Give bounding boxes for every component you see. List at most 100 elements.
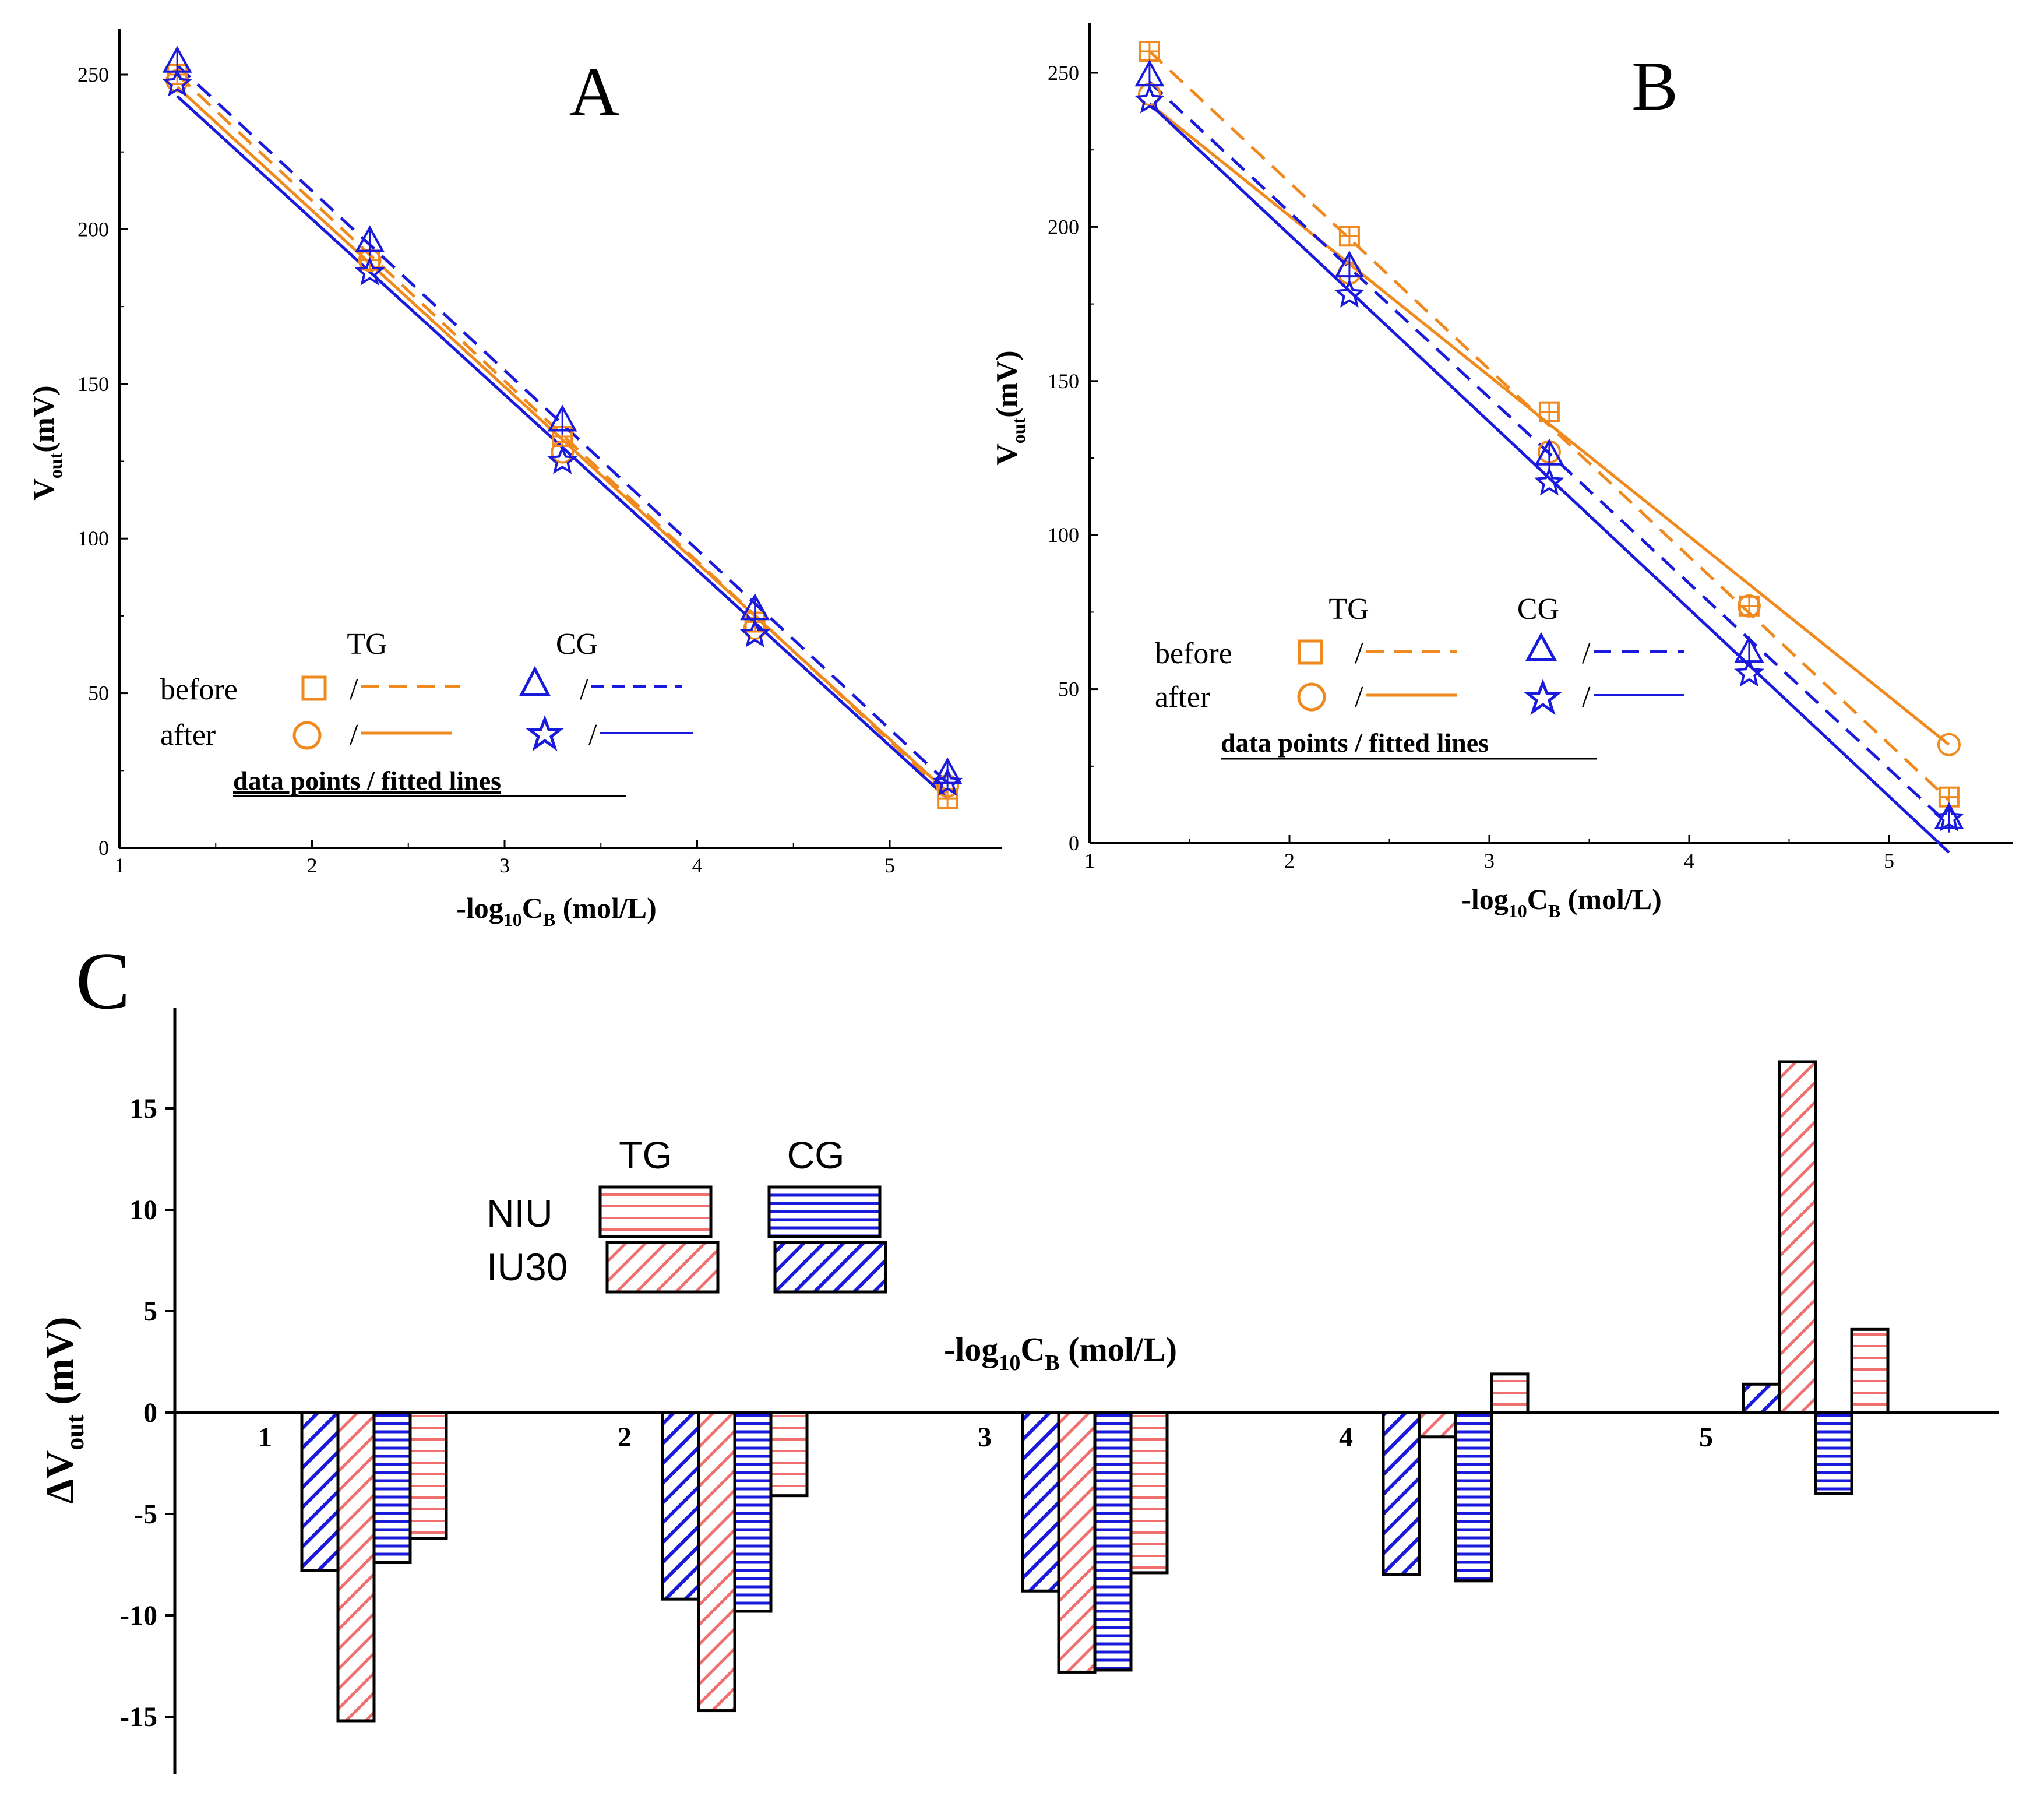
y-tick-label: 10 — [129, 1195, 157, 1225]
legend-cg-niu-swatch — [767, 1185, 882, 1238]
y-tick-label: 100 — [77, 527, 109, 550]
bar — [1490, 1372, 1530, 1414]
x-tick-label: 2 — [1284, 849, 1295, 872]
legend-sep: / — [1582, 681, 1591, 714]
bar — [1418, 1411, 1457, 1439]
panel-a-y-label: Vout(mV) — [27, 385, 66, 501]
data-point-star — [1534, 467, 1564, 496]
x-tick-label: 4 — [1339, 1422, 1353, 1453]
bar — [1129, 1411, 1169, 1575]
fit-line — [1148, 103, 1950, 854]
legend-caption: data points / fitted lines — [1221, 728, 1489, 758]
legend-row-before: before — [160, 673, 238, 706]
legend-sep: / — [580, 673, 588, 706]
legend-tg-niu-swatch — [598, 1185, 713, 1238]
y-tick-label: 50 — [88, 682, 109, 705]
legend-square-marker — [301, 675, 327, 701]
legend-row-after: after — [160, 719, 216, 752]
y-tick-label: 50 — [1058, 678, 1079, 701]
panel-c-title: C — [76, 936, 130, 1026]
y-tick-label: 200 — [77, 217, 109, 241]
legend-sep: / — [1582, 637, 1591, 670]
legend-star-marker — [1523, 679, 1563, 716]
legend-cg-iu30-swatch — [773, 1241, 887, 1294]
legend-square-marker — [1298, 639, 1323, 665]
y-tick-label: -5 — [134, 1499, 157, 1530]
x-tick-label: 2 — [618, 1422, 632, 1453]
bar — [769, 1411, 809, 1498]
fit-line — [176, 64, 949, 784]
y-tick-label: 100 — [1048, 523, 1079, 547]
legend-row-iu30: IU30 — [487, 1245, 568, 1288]
panel-c-y-label: ΔVout (mV) — [37, 1317, 89, 1504]
x-tick-label: 1 — [1084, 849, 1095, 872]
bar — [697, 1411, 736, 1713]
data-point-circle — [1937, 733, 1961, 756]
legend-col-cg: CG — [556, 628, 598, 661]
data-point-star — [1334, 279, 1365, 308]
bar — [1850, 1327, 1890, 1414]
x-tick-label: 5 — [1884, 849, 1894, 872]
bar — [661, 1411, 700, 1601]
bar — [1021, 1411, 1060, 1593]
legend-col-tg: TG — [347, 628, 387, 661]
legend-col-tg: TG — [1328, 593, 1369, 626]
y-tick-label: 150 — [1048, 369, 1079, 393]
bar — [1093, 1411, 1133, 1672]
panel-b-x-label: -log10CB (mol/L) — [1461, 883, 1662, 921]
panel-a-title: A — [569, 53, 620, 131]
legend-tg-iu30-swatch — [605, 1241, 720, 1294]
fit-line — [1148, 102, 1950, 746]
bar — [1382, 1411, 1421, 1576]
y-tick-label: 150 — [77, 372, 109, 396]
y-tick-label: 250 — [1048, 61, 1079, 84]
bar — [300, 1411, 340, 1572]
y-tick-label: -15 — [120, 1702, 157, 1732]
legend-row-after: after — [1155, 681, 1210, 714]
x-tick-label: 1 — [258, 1422, 272, 1453]
panel-b-title: B — [1631, 47, 1678, 125]
panel-b-y-label: Vout(mV) — [991, 350, 1029, 466]
panel-c-x-label: -log10CB (mol/L) — [944, 1330, 1177, 1375]
data-point-star — [932, 767, 963, 796]
panel-c-legend: TG CG NIU IU30 — [487, 1133, 887, 1294]
data-point-star — [162, 68, 193, 97]
x-tick-label: 3 — [978, 1422, 992, 1453]
legend-triangle-marker — [519, 665, 551, 696]
legend-sep: / — [350, 673, 358, 706]
legend-caption: data points / fitted lines — [233, 766, 501, 795]
legend-col-tg: TG — [619, 1133, 672, 1177]
y-tick-label: 250 — [77, 63, 109, 86]
y-tick-label: 15 — [129, 1093, 157, 1124]
panel-a-x-label: -log10CB (mol/L) — [456, 892, 657, 930]
bar — [1742, 1382, 1781, 1414]
bar — [408, 1411, 448, 1540]
x-tick-label: 5 — [884, 854, 895, 877]
y-tick-label: 5 — [143, 1296, 157, 1327]
bar — [733, 1411, 773, 1613]
legend-sep: / — [1355, 637, 1363, 670]
data-point-star — [1734, 657, 1764, 687]
legend-circle-marker — [292, 721, 322, 750]
bar — [1057, 1411, 1097, 1674]
legend-col-cg: CG — [1517, 593, 1559, 626]
x-tick-label: 4 — [692, 854, 703, 877]
y-tick-label: 0 — [143, 1397, 157, 1428]
legend-row-before: before — [1155, 637, 1232, 670]
x-tick-label: 2 — [307, 854, 318, 877]
data-point-star — [739, 618, 770, 647]
data-point-circle — [1737, 594, 1761, 618]
data-point-star — [547, 445, 578, 474]
bar — [1778, 1060, 1817, 1414]
y-tick-label: 0 — [1069, 832, 1079, 855]
legend-star-marker — [525, 715, 565, 752]
y-tick-label: 0 — [98, 836, 109, 860]
data-point-circle — [551, 440, 575, 464]
legend-row-niu: NIU — [487, 1192, 553, 1235]
panel-c: 15 10 5 0 -5 -10 -15 1 2 3 4 5 C -log10CB (mol/L) Δ… — [37, 936, 1999, 1774]
legend-triangle-marker — [1525, 632, 1557, 661]
legend-sep: / — [588, 719, 597, 752]
